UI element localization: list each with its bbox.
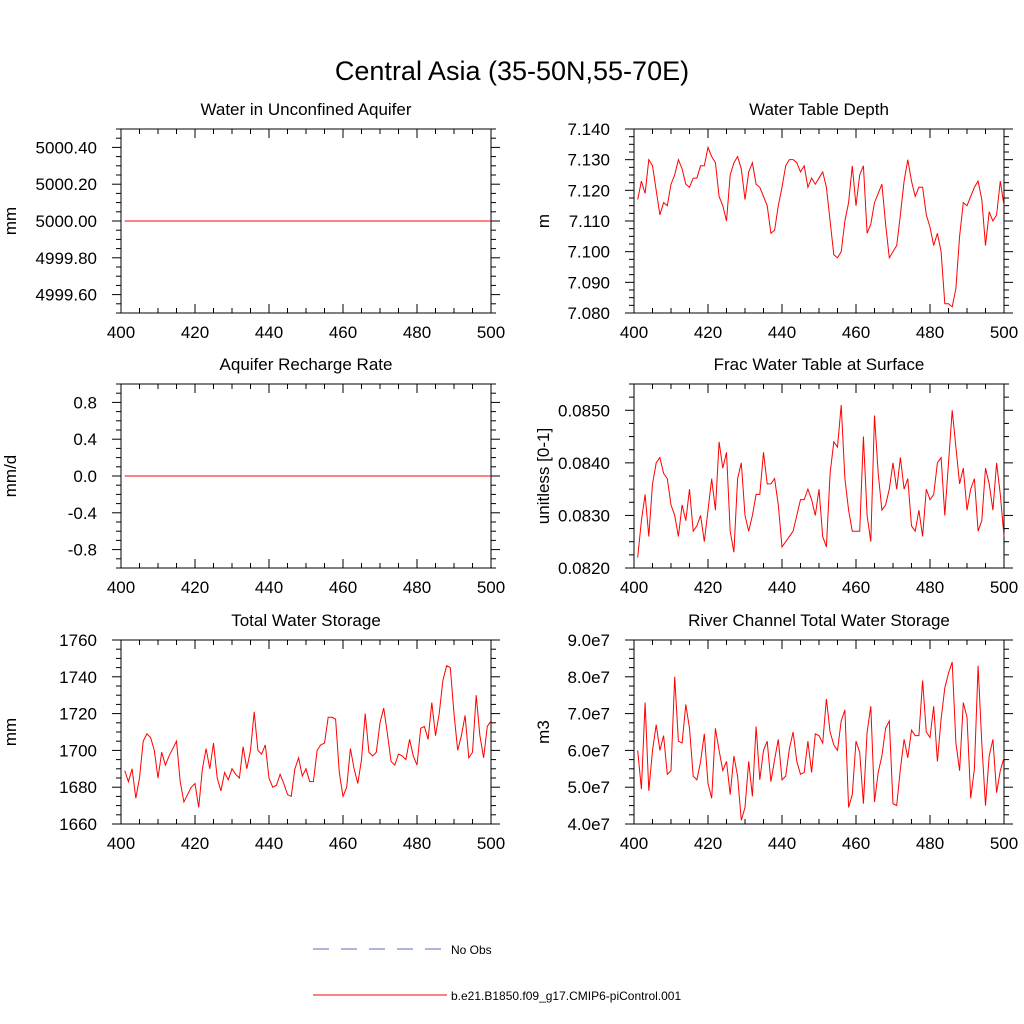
y-tick-label: 7.110 (569, 212, 610, 231)
y-tick-label: 1680 (59, 778, 97, 797)
x-tick-label: 420 (694, 323, 722, 342)
y-tick-label: 1720 (59, 705, 97, 724)
chart-water-table-depth: Water Table Depth 400 420 440 460 480 500 7.080… (534, 100, 1018, 342)
x-tick-label: 440 (768, 578, 796, 597)
x-tick-label: 480 (916, 834, 944, 853)
x-tick-label: 420 (181, 323, 209, 342)
y-tick-label: 5000.40 (36, 138, 97, 157)
x-tick-label: 480 (403, 834, 431, 853)
chart-title: River Channel Total Water Storage (688, 611, 950, 630)
y-axis-label: m (534, 214, 553, 228)
x-tick-label: 440 (255, 578, 283, 597)
y-tick-label: 7.080 (567, 304, 610, 323)
x-tick-label: 460 (842, 323, 870, 342)
x-tick-label: 500 (477, 834, 505, 853)
x-tick-label: 420 (694, 578, 722, 597)
x-tick-label: 400 (620, 834, 648, 853)
y-tick-label: 0.0820 (558, 559, 610, 578)
y-tick-label: 1740 (59, 668, 97, 687)
x-tick-label: 440 (768, 323, 796, 342)
chart-title: Aquifer Recharge Rate (220, 355, 393, 374)
chart-title: Total Water Storage (231, 611, 381, 630)
x-tick-label: 460 (842, 834, 870, 853)
y-axis-label: mm/d (1, 455, 20, 498)
y-tick-label: 1700 (59, 741, 97, 760)
figure-title: Central Asia (35-50N,55-70E) (335, 56, 689, 86)
x-tick-label: 460 (329, 834, 357, 853)
chart-river-channel-total-water-storage: River Channel Total Water Storage 400 420 4… (534, 611, 1018, 853)
y-tick-label: 7.130 (567, 151, 610, 170)
x-tick-label: 400 (107, 323, 135, 342)
y-tick-label: 7.090 (567, 273, 610, 292)
y-tick-label: 4.0e7 (567, 815, 610, 834)
y-tick-label: 0.8 (73, 393, 97, 412)
series-line (637, 661, 1005, 821)
y-tick-label: 7.0e7 (567, 705, 610, 724)
legend-obs-label: No Obs (451, 943, 492, 957)
y-tick-label: 0.0850 (558, 401, 610, 420)
x-tick-label: 500 (477, 578, 505, 597)
y-tick-label: 4999.60 (36, 286, 97, 305)
x-tick-label: 460 (842, 578, 870, 597)
y-tick-label: -0.4 (68, 504, 97, 523)
x-tick-label: 500 (990, 834, 1018, 853)
panels-group: Water in Unconfined Aquifer 400 420 440 460 4… (1, 100, 1018, 853)
plot-frame (633, 128, 1005, 314)
series-line (124, 665, 492, 808)
chart-title: Water Table Depth (749, 100, 889, 119)
y-tick-label: 0.0 (73, 467, 97, 486)
y-axis-label: mm (1, 207, 20, 235)
x-tick-label: 440 (768, 834, 796, 853)
chart-water-in-unconfined-aquifer: Water in Unconfined Aquifer 400 420 440 460 4… (1, 100, 505, 342)
chart-title: Frac Water Table at Surface (714, 355, 925, 374)
series-line (637, 145, 1005, 308)
y-tick-label: 9.0e7 (567, 631, 610, 650)
legend-model-label: b.e21.B1850.f09_g17.CMIP6-piControl.001 (451, 989, 681, 1003)
y-tick-label: 0.4 (73, 430, 97, 449)
y-tick-label: 7.120 (567, 181, 610, 200)
y-tick-label: 0.0840 (558, 454, 610, 473)
x-tick-label: 400 (620, 323, 648, 342)
plot-frame (633, 383, 1005, 569)
series-line (637, 404, 1005, 558)
x-tick-label: 500 (477, 323, 505, 342)
x-tick-label: 500 (990, 323, 1018, 342)
chart-frac-water-table-at-surface: Frac Water Table at Surface 400 420 440 460 4… (534, 355, 1018, 597)
y-tick-label: 6.0e7 (567, 741, 610, 760)
x-tick-label: 480 (403, 323, 431, 342)
y-axis-label: unitless [0-1] (534, 428, 553, 524)
x-tick-label: 480 (916, 323, 944, 342)
chart-title: Water in Unconfined Aquifer (200, 100, 411, 119)
y-tick-label: -0.8 (68, 541, 97, 560)
y-axis-label: mm (1, 718, 20, 746)
x-tick-label: 500 (990, 578, 1018, 597)
x-tick-label: 460 (329, 578, 357, 597)
x-tick-label: 420 (181, 834, 209, 853)
x-tick-label: 440 (255, 834, 283, 853)
x-tick-label: 480 (403, 578, 431, 597)
y-tick-label: 7.100 (567, 243, 610, 262)
y-tick-label: 5000.20 (36, 175, 97, 194)
y-tick-label: 4999.80 (36, 249, 97, 268)
y-tick-label: 5000.00 (36, 212, 97, 231)
y-tick-label: 8.0e7 (567, 668, 610, 687)
x-tick-label: 400 (107, 578, 135, 597)
y-tick-label: 7.140 (567, 120, 610, 139)
x-tick-label: 440 (255, 323, 283, 342)
x-tick-label: 460 (329, 323, 357, 342)
x-tick-label: 400 (620, 578, 648, 597)
y-tick-label: 1760 (59, 631, 97, 650)
y-axis-label: m3 (534, 720, 553, 744)
x-tick-label: 420 (694, 834, 722, 853)
y-tick-label: 0.0830 (558, 506, 610, 525)
x-tick-label: 420 (181, 578, 209, 597)
legend: No Obs b.e21.B1850.f09_g17.CMIP6-piContr… (313, 943, 681, 1003)
y-tick-label: 5.0e7 (567, 778, 610, 797)
y-tick-label: 1660 (59, 815, 97, 834)
x-tick-label: 480 (916, 578, 944, 597)
chart-total-water-storage: Total Water Storage 400 420 440 460 480 500 166… (1, 611, 505, 853)
chart-aquifer-recharge-rate: Aquifer Recharge Rate 400 420 440 460 480 500 -… (1, 355, 505, 597)
x-tick-label: 400 (107, 834, 135, 853)
